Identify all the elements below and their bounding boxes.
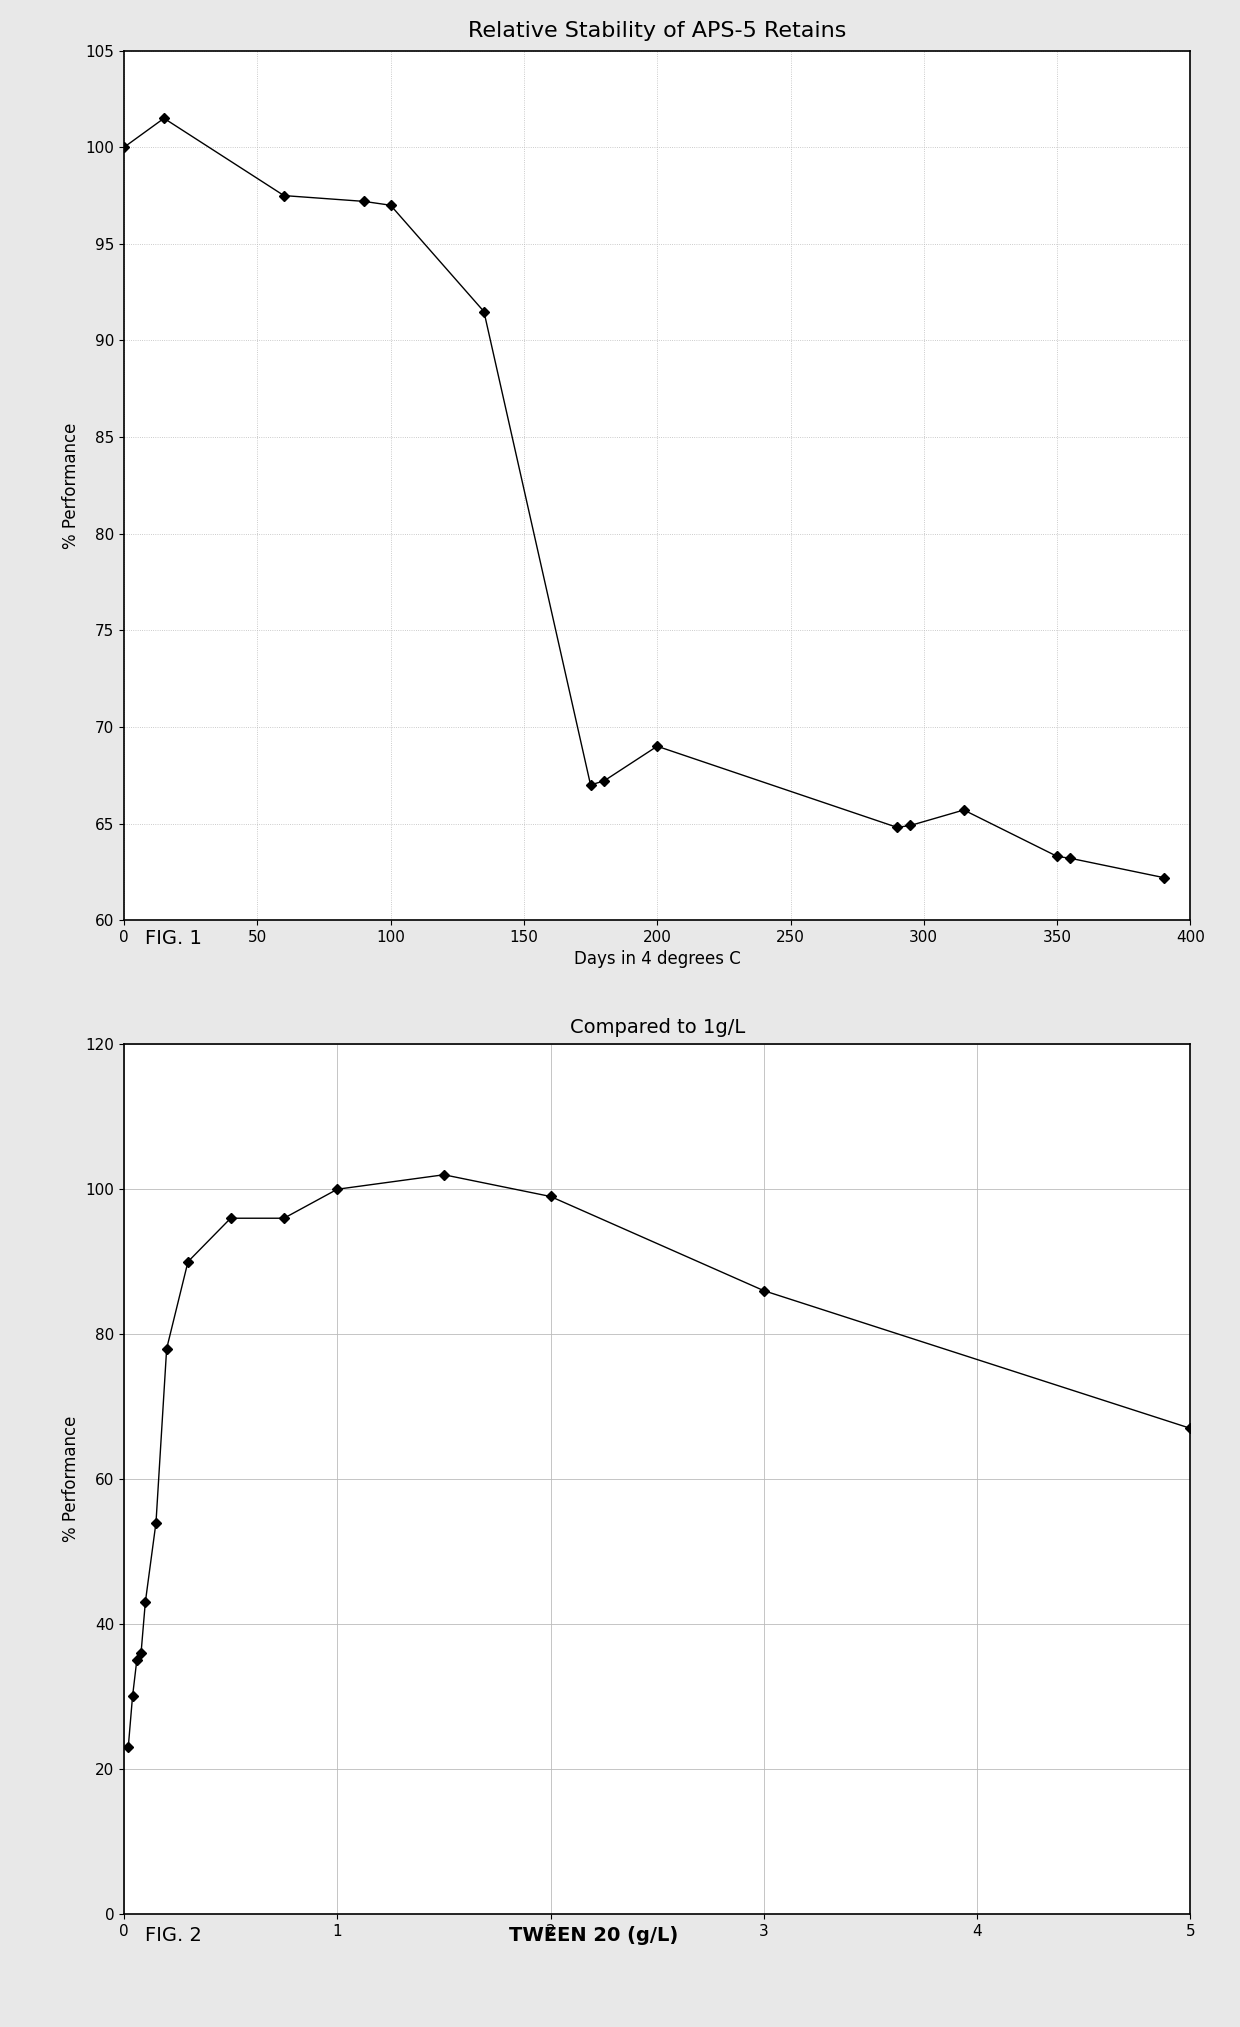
Text: FIG. 2: FIG. 2 [145,1926,202,1946]
Text: TWEEN 20 (g/L): TWEEN 20 (g/L) [508,1926,678,1946]
Title: Compared to 1g/L: Compared to 1g/L [569,1018,745,1038]
X-axis label: Days in 4 degrees C: Days in 4 degrees C [574,951,740,969]
Y-axis label: % Performance: % Performance [62,1417,79,1543]
Title: Relative Stability of APS-5 Retains: Relative Stability of APS-5 Retains [467,20,847,41]
Text: FIG. 1: FIG. 1 [145,930,202,949]
Y-axis label: % Performance: % Performance [62,422,79,549]
